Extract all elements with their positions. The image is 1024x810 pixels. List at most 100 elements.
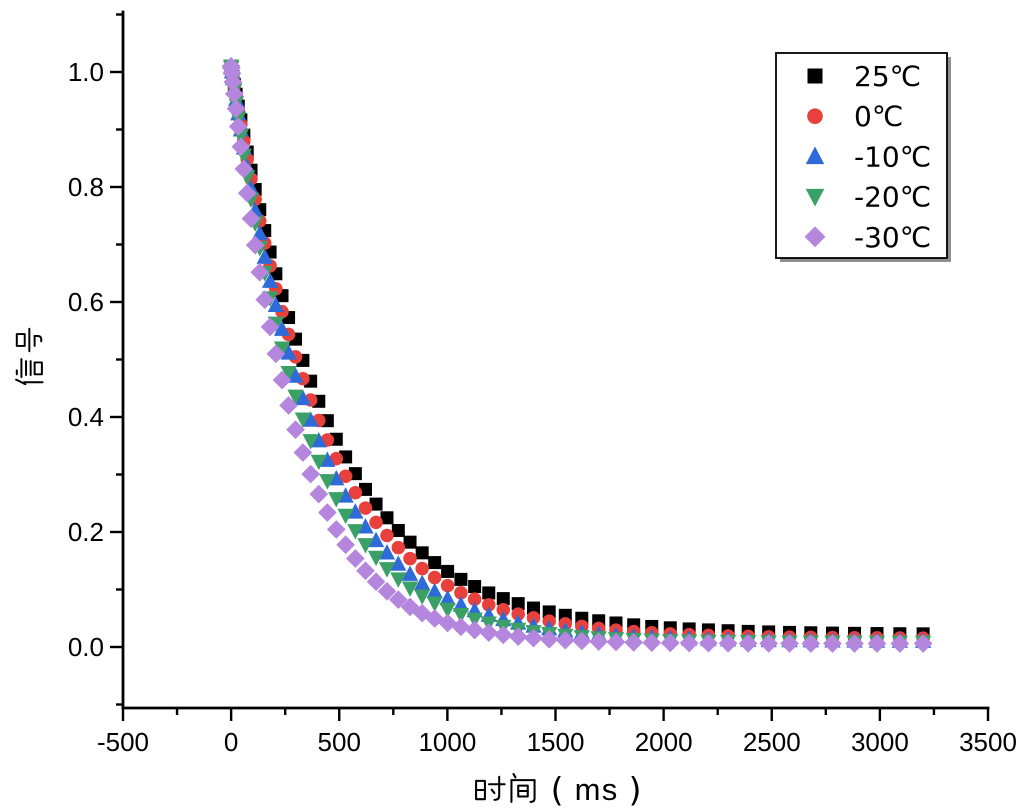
- x-tick-label: 2000: [635, 727, 693, 757]
- data-point: [390, 572, 407, 588]
- data-point: [226, 99, 246, 119]
- data-point: [539, 629, 559, 649]
- data-point: [890, 634, 910, 653]
- data-point: [482, 598, 496, 612]
- data-point: [679, 633, 699, 653]
- legend-item: 0℃: [807, 100, 903, 133]
- data-point: [234, 159, 254, 179]
- data-point: [309, 484, 329, 504]
- data-point: [401, 565, 419, 581]
- legend-item: 25℃: [807, 60, 921, 93]
- data-point: [511, 597, 525, 611]
- data-point: [317, 503, 337, 522]
- data-point: [366, 572, 386, 592]
- legend-item: -20℃: [805, 181, 931, 214]
- data-point: [542, 605, 556, 619]
- data-point: [348, 485, 363, 500]
- y-tick-label: 0.4: [68, 402, 104, 432]
- data-point: [224, 84, 244, 104]
- data-point: [425, 609, 445, 628]
- data-point: [718, 633, 738, 653]
- data-point: [388, 590, 408, 610]
- data-point: [391, 540, 406, 555]
- data-point: [319, 451, 336, 467]
- y-tick-label: 1.0: [68, 57, 104, 87]
- data-point: [326, 520, 346, 539]
- data-point: [302, 411, 319, 427]
- cjk-glyph: [15, 327, 43, 353]
- data-point: [294, 412, 312, 428]
- x-tick-label: 3000: [851, 727, 909, 757]
- data-point: [357, 538, 374, 554]
- data-point: [367, 550, 385, 567]
- data-point: [287, 389, 304, 406]
- data-point: [403, 535, 417, 549]
- data-point: [572, 631, 592, 651]
- data-point: [237, 183, 257, 203]
- data-point: [589, 632, 609, 651]
- data-point: [377, 581, 397, 601]
- data-point: [301, 464, 320, 484]
- data-point: [440, 578, 455, 593]
- data-point: [807, 108, 823, 124]
- data-point: [759, 634, 779, 653]
- data-point: [801, 634, 821, 653]
- data-point: [452, 608, 470, 624]
- data-point: [624, 633, 644, 652]
- data-point: [465, 620, 484, 640]
- data-point: [451, 617, 471, 637]
- data-point: [401, 581, 419, 597]
- data-point: [286, 420, 305, 439]
- data-point: [606, 632, 626, 652]
- data-point: [467, 592, 482, 606]
- data-point: [250, 262, 270, 282]
- data-point: [390, 555, 407, 571]
- data-point: [805, 188, 825, 207]
- y-tick-label: 0.6: [68, 287, 104, 317]
- data-point: [642, 633, 662, 653]
- data-point: [482, 586, 496, 600]
- data-point: [357, 518, 374, 534]
- data-point: [347, 503, 364, 519]
- data-point: [338, 469, 353, 483]
- series--30℃: [221, 56, 933, 653]
- data-point: [414, 574, 431, 591]
- data-point: [358, 501, 373, 515]
- data-point: [415, 561, 429, 576]
- data-point: [439, 602, 456, 619]
- data-point: [780, 634, 799, 653]
- data-point: [261, 272, 279, 288]
- legend-label: -30℃: [854, 221, 931, 254]
- data-point: [805, 146, 825, 165]
- svg-text:s: s: [602, 772, 618, 807]
- data-point: [807, 68, 823, 84]
- cjk-glyph: [475, 775, 506, 801]
- data-point: [346, 549, 365, 568]
- data-point: [255, 290, 275, 309]
- data-point: [310, 431, 327, 448]
- data-point: [660, 633, 680, 653]
- svg-text:(: (: [551, 770, 564, 809]
- data-point: [426, 596, 443, 612]
- y-tick-label: 0.0: [68, 632, 104, 662]
- data-point: [273, 320, 291, 336]
- data-point: [380, 528, 394, 543]
- legend-item: -30℃: [804, 221, 931, 254]
- data-point: [439, 589, 456, 606]
- data-point: [287, 367, 304, 383]
- data-point: [496, 592, 510, 606]
- ticks: [110, 13, 990, 721]
- data-point: [496, 603, 511, 617]
- data-point: [511, 607, 525, 621]
- data-point: [414, 589, 431, 605]
- data-point: [804, 226, 826, 248]
- data-point: [403, 551, 417, 566]
- data-point: [367, 531, 385, 548]
- y-axis-title: [15, 327, 44, 386]
- svg-text:): ): [629, 770, 642, 809]
- data-point: [400, 597, 420, 617]
- data-point: [441, 564, 455, 578]
- data-point: [302, 434, 319, 450]
- legend-box: [775, 52, 948, 259]
- data-point: [823, 634, 842, 653]
